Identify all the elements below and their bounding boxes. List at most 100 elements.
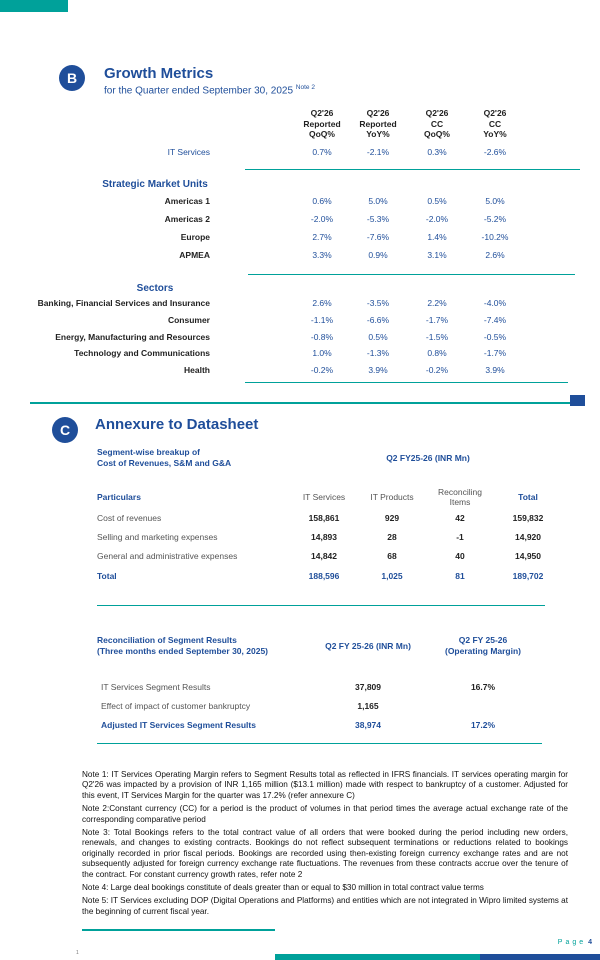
rule [248, 274, 575, 275]
row-label: Effect of impact of customer bankruptcy [101, 701, 251, 711]
value: -2.0% [310, 214, 334, 224]
value: 3.3% [312, 250, 332, 260]
rule [97, 743, 542, 744]
row-label: Europe [180, 232, 210, 242]
column-header: Q2'26 [310, 108, 334, 118]
footer-mark: 1 [76, 950, 79, 956]
value: 38,974 [355, 720, 381, 730]
table-title: Segment-wise breakup of [97, 447, 200, 457]
value: -0.5% [483, 332, 507, 342]
column-header: QoQ% [309, 129, 335, 139]
page-label: Page [557, 939, 587, 946]
value: -7.4% [483, 315, 507, 325]
value: 3.9% [368, 365, 388, 375]
value: -2.1% [366, 147, 390, 157]
row-label: Energy, Manufacturing and Resources [55, 332, 210, 342]
value: 5.0% [368, 196, 388, 206]
row-label: Selling and marketing expenses [97, 532, 218, 542]
footer-bar [275, 954, 480, 960]
value: -2.6% [483, 147, 507, 157]
row-label: Consumer [167, 315, 210, 325]
value: -0.2% [310, 365, 334, 375]
value: 2.6% [312, 298, 332, 308]
value: 2.7% [312, 232, 332, 242]
column-header: Particulars [97, 492, 141, 502]
rule [245, 382, 568, 383]
value: 188,596 [308, 571, 340, 581]
footer-rule [82, 929, 275, 931]
top-bar [0, 0, 68, 12]
note-ref: Note 2 [295, 84, 315, 91]
row-label: Americas 1 [164, 196, 210, 206]
value: 1.4% [427, 232, 447, 242]
column-header: Reconciling Items [438, 487, 482, 507]
row-label: IT Services [167, 147, 210, 157]
value: 929 [384, 513, 400, 523]
note: Note 2:Constant currency (CC) for a peri… [82, 804, 568, 824]
value: -1 [456, 532, 464, 542]
value: 0.6% [312, 196, 332, 206]
value: -1.7% [425, 315, 449, 325]
value: 81 [455, 571, 465, 581]
value: -6.6% [366, 315, 390, 325]
value: 3.9% [485, 365, 505, 375]
row-label: Total [97, 571, 117, 581]
table-title: Reconciliation of Segment Results [97, 635, 237, 645]
rule [245, 169, 580, 170]
badge: B [59, 65, 85, 91]
value: -1.3% [366, 348, 390, 358]
table-title: (Three months ended September 30, 2025) [97, 646, 268, 656]
value: 0.7% [312, 147, 332, 157]
value: -2.0% [425, 214, 449, 224]
group-title: Sectors [136, 283, 174, 294]
value: 2.2% [427, 298, 447, 308]
note: Note 4: Large deal bookings constitute o… [82, 883, 484, 893]
section-title: Growth Metrics [104, 65, 214, 82]
value: -1.7% [483, 348, 507, 358]
value: 28 [387, 532, 397, 542]
column-header: Total [518, 492, 538, 502]
value: 1,025 [381, 571, 403, 581]
value: -0.8% [310, 332, 334, 342]
column-header: IT Products [370, 492, 414, 502]
row-label: General and administrative expenses [97, 551, 238, 561]
table-title: Cost of Revenues, S&M and G&A [97, 458, 232, 468]
value: 189,702 [512, 571, 544, 581]
column-header: CC [488, 118, 502, 129]
value: 42 [455, 513, 465, 523]
row-label: Technology and Communications [74, 348, 210, 358]
column-header: CC [430, 118, 444, 129]
value: 37,809 [355, 682, 381, 692]
row-label: Adjusted IT Services Segment Results [101, 720, 256, 730]
value: -1.5% [425, 332, 449, 342]
value: 5.0% [485, 196, 505, 206]
page-num: 4 [588, 939, 592, 946]
value: 158,861 [308, 513, 340, 523]
value: -5.2% [483, 214, 507, 224]
value: -3.5% [366, 298, 390, 308]
value: 0.8% [427, 348, 447, 358]
value: 68 [387, 551, 397, 561]
section-title: Annexure to Datasheet [95, 416, 259, 433]
column-header: Reported [359, 118, 397, 129]
value: 14,920 [515, 532, 541, 542]
column-header: Q2'26 [366, 108, 390, 118]
value: -4.0% [483, 298, 507, 308]
value: 40 [455, 551, 465, 561]
value: 16.7% [470, 682, 496, 692]
value: -1.1% [310, 315, 334, 325]
column-header: Reported [303, 118, 341, 129]
value: 0.5% [427, 196, 447, 206]
value: 2.6% [485, 250, 505, 260]
note: Note 1: IT Services Operating Margin ref… [82, 770, 568, 800]
value: -5.3% [366, 214, 390, 224]
value: 1,165 [357, 701, 379, 711]
value: 0.9% [368, 250, 388, 260]
subtitle: for the Quarter ended September 30, 2025… [104, 82, 315, 97]
row-label: Health [184, 365, 210, 375]
notes: Note 1: IT Services Operating Margin ref… [82, 770, 568, 920]
column-header: YoY% [366, 129, 390, 139]
row-label: IT Services Segment Results [101, 682, 211, 692]
column-header: Q2 FY 25-26 (INR Mn) [325, 641, 411, 651]
